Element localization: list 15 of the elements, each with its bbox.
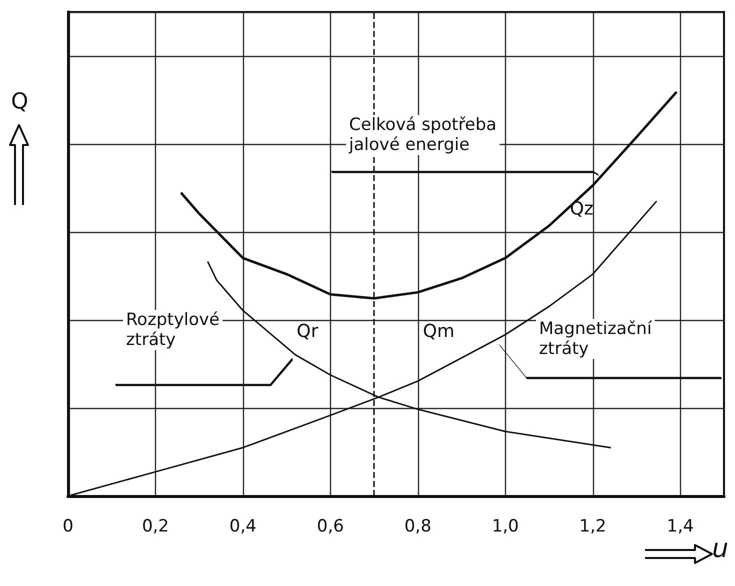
series-label: Qm: [422, 321, 455, 342]
series-label: Qr: [296, 321, 319, 342]
x-tick-label: 0: [62, 516, 74, 536]
x-axis-title: u: [712, 534, 728, 564]
x-tick-label: 0,2: [142, 516, 169, 536]
annotation: Celková spotřeba jalové energie: [348, 115, 497, 155]
annotation: Magnetizační ztráty: [539, 319, 653, 359]
x-tick-label: 1,2: [579, 516, 606, 536]
y-axis-title: Q: [11, 90, 28, 114]
x-tick-label: 1,0: [492, 516, 519, 536]
x-tick-label: 1,4: [666, 516, 694, 536]
annotation: Rozptylové ztráty: [126, 310, 220, 350]
x-tick-label: 0,6: [316, 516, 344, 536]
x-tick-label: 0,4: [229, 516, 256, 536]
x-tick-label: 0,8: [404, 516, 432, 536]
